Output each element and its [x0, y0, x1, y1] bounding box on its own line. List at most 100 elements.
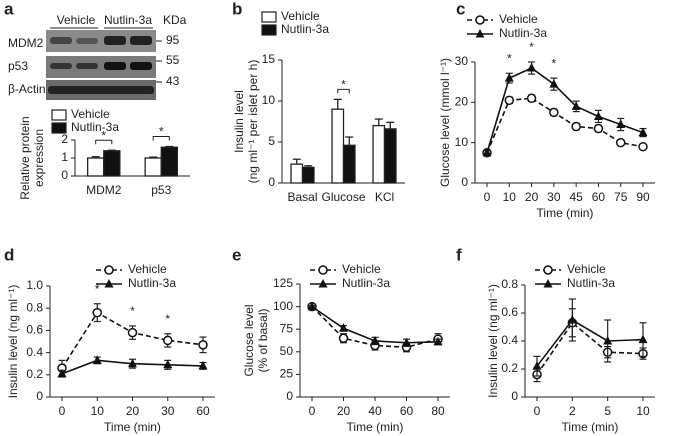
marker: [526, 93, 537, 104]
y-tick-label: 15: [262, 52, 276, 66]
band: [50, 37, 72, 44]
marker-label: 95: [166, 33, 180, 47]
legend-label: Nutlin-3a: [128, 276, 176, 290]
legend-label: Nutlin-3a: [567, 276, 615, 290]
significance-marker: *: [130, 304, 135, 318]
marker: [593, 111, 603, 120]
marker: [198, 360, 208, 370]
significance-marker: *: [529, 40, 534, 54]
marker: [370, 335, 380, 345]
y-tick-label: 2: [61, 132, 68, 146]
marker: [571, 121, 581, 132]
marker: [318, 279, 328, 288]
y-tick-label: 0.6: [26, 323, 43, 337]
bar: [342, 144, 356, 184]
marker: [475, 15, 485, 25]
bar: [103, 150, 121, 177]
marker: [92, 307, 102, 318]
bar: [372, 124, 386, 184]
x-axis-label: Time (min): [537, 206, 594, 220]
panel-label: c: [456, 0, 465, 18]
bar: [87, 157, 105, 177]
y-axis-label: Insulin level (ng ml⁻¹): [6, 285, 20, 399]
y-tick-label: 0.8: [501, 277, 518, 291]
band: [104, 36, 126, 45]
lane-label: Nutlin-3a: [104, 13, 152, 27]
y-tick-label: 10: [455, 135, 469, 149]
y-tick-label: 0: [36, 389, 43, 403]
x-tick-label: 90: [636, 190, 650, 204]
marker: [532, 361, 542, 370]
significance-bracket: [95, 139, 113, 145]
significance-marker: *: [101, 128, 106, 142]
marker: [92, 355, 102, 364]
x-tick-label: 0: [534, 404, 541, 418]
bar: [383, 128, 397, 184]
y-tick-label: 30: [455, 54, 469, 68]
marker: [339, 323, 348, 332]
marker: [504, 73, 514, 82]
band: [130, 62, 152, 70]
marker: [433, 336, 443, 346]
significance-bracket: [152, 135, 170, 141]
y-tick-label: 0.6: [501, 305, 518, 319]
x-tick-label: MDM2: [86, 183, 122, 197]
marker: [318, 265, 328, 275]
legend-label: Vehicle: [499, 12, 538, 26]
marker-label: 43: [166, 74, 180, 88]
y-axis-label: Glucose level: [242, 304, 256, 376]
bar: [144, 157, 162, 177]
marker: [57, 368, 67, 378]
x-tick-label: 10: [91, 404, 105, 418]
marker: [127, 327, 138, 338]
x-tick-label: 5: [604, 404, 611, 418]
marker: [198, 340, 208, 350]
x-axis-label: Time (min): [347, 420, 404, 434]
marker: [549, 107, 559, 118]
marker: [128, 358, 137, 368]
x-tick-label: 2: [569, 404, 576, 418]
legend-swatch: [51, 122, 67, 134]
y-tick-label: 50: [280, 344, 294, 358]
blot-strip: [46, 56, 156, 78]
marker-label: 55: [166, 53, 180, 67]
significance-marker: *: [95, 282, 100, 296]
marker: [482, 147, 492, 157]
legend-label: Vehicle: [342, 262, 381, 276]
x-tick-label: 30: [161, 404, 175, 418]
marker: [567, 315, 577, 324]
legend-swatch: [51, 109, 67, 121]
significance-bracket: [337, 88, 350, 94]
y-tick-label: 0.2: [26, 367, 43, 381]
x-tick-label: KCl: [375, 190, 394, 204]
legend-label: Vehicle: [71, 107, 110, 121]
x-tick-label: 20: [337, 404, 351, 418]
y-tick-label: 100: [273, 299, 293, 313]
marker: [104, 265, 114, 275]
band: [130, 36, 152, 45]
y-axis-label: Relative protein: [18, 116, 32, 199]
y-tick-label: 125: [273, 276, 293, 290]
y-tick-label: 0: [268, 175, 275, 189]
row-label: β-Actin: [8, 82, 46, 96]
legend-label: Nutlin-3a: [71, 120, 119, 134]
y-tick-label: 0: [286, 389, 293, 403]
marker: [638, 127, 648, 137]
marker: [163, 359, 173, 369]
band: [76, 63, 98, 69]
legend-label: Vehicle: [281, 9, 320, 23]
x-tick-label: 20: [525, 190, 539, 204]
panel-label: b: [232, 0, 242, 18]
marker: [549, 79, 559, 88]
x-tick-label: 60: [196, 404, 210, 418]
legend-label: Nutlin-3a: [499, 26, 547, 40]
bar: [290, 163, 304, 184]
y-tick-label: 0: [61, 168, 68, 182]
x-tick-label: Basal: [287, 190, 317, 204]
bar: [301, 166, 315, 184]
x-tick-label: 10: [503, 190, 517, 204]
marker: [543, 279, 553, 288]
y-tick-label: 0.8: [26, 300, 43, 314]
x-tick-label: 0: [484, 190, 491, 204]
marker: [603, 336, 613, 345]
